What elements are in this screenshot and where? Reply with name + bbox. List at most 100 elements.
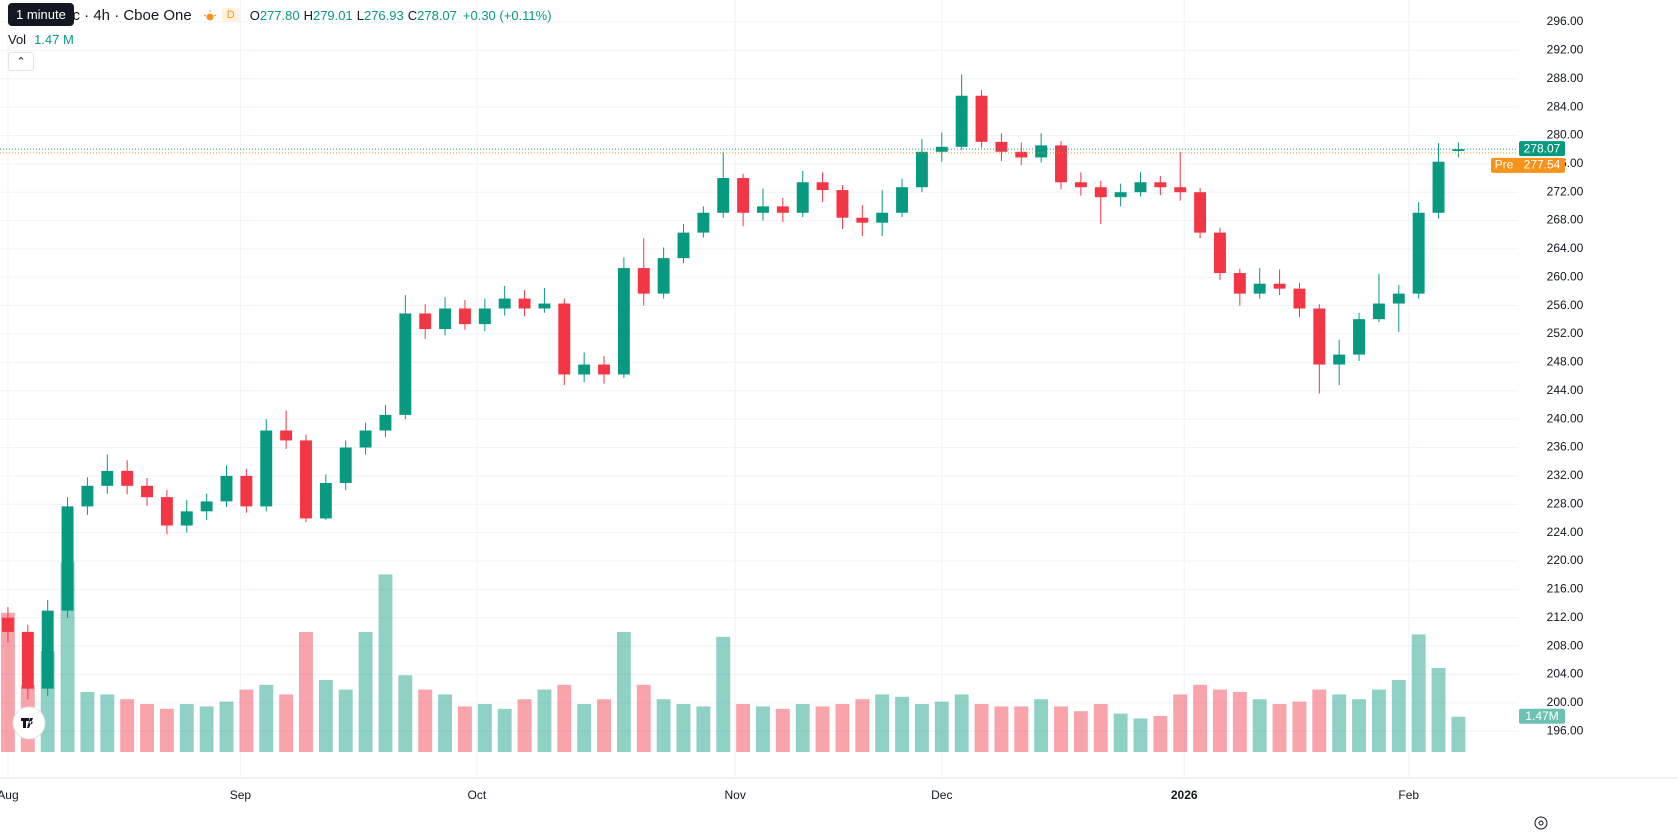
interval-badge[interactable]: D: [221, 8, 240, 22]
y-tick-label: 292.00: [1547, 43, 1584, 57]
candle-body: [61, 506, 74, 611]
y-tick-label: 284.00: [1547, 99, 1584, 113]
candle-body: [280, 430, 293, 441]
volume-bar: [895, 696, 910, 752]
pre-badge: [1491, 157, 1565, 173]
candle-body: [796, 182, 809, 213]
x-tick-label: Dec: [931, 788, 952, 802]
open-label: O: [249, 7, 260, 23]
candle-body: [757, 206, 769, 213]
y-tick-label: 220.00: [1547, 553, 1584, 567]
candle-body: [1333, 354, 1346, 365]
candle-body: [558, 303, 571, 375]
y-tick-label: 264.00: [1547, 241, 1584, 255]
volume-bar: [835, 704, 850, 752]
candle-body: [657, 258, 670, 294]
candle-body: [856, 217, 869, 223]
symbol: Inc · 4h · Cboe One: [60, 6, 192, 24]
candle-body: [359, 430, 372, 448]
volume-bar: [914, 704, 929, 752]
candle-body: [717, 178, 730, 213]
y-tick-label: 288.00: [1547, 71, 1584, 85]
y-tick-label: 272.00: [1547, 184, 1584, 198]
candle-body: [319, 482, 332, 519]
last-price-label: 278.07: [1524, 141, 1561, 155]
logo[interactable]: [12, 706, 46, 740]
change: +0.30 (+0.11%): [462, 7, 552, 23]
low-label: L: [356, 7, 364, 23]
volume-bar: [0, 612, 15, 752]
candle-body: [1134, 182, 1147, 193]
volume-bar: [457, 706, 472, 752]
y-tick-label: 212.00: [1547, 610, 1584, 624]
volume-bar: [1213, 689, 1227, 752]
last-price-badge: [1519, 141, 1565, 157]
volume-bar: [974, 704, 989, 752]
volume-bar: [1391, 680, 1406, 752]
candle-body: [1293, 288, 1306, 309]
y-tick-label: 200.00: [1547, 695, 1584, 709]
volume-bar: [1252, 699, 1267, 752]
close-label: C: [407, 7, 418, 23]
x-tick-label: Sep: [230, 788, 252, 802]
candle-body: [1015, 151, 1028, 158]
volume-bar: [1332, 694, 1347, 752]
volume-bar: [875, 694, 890, 752]
candle-body: [995, 141, 1008, 152]
candle-body: [339, 447, 352, 483]
volume-bar: [1113, 713, 1128, 752]
y-tick-label: 204.00: [1547, 667, 1584, 681]
volume-bar: [557, 684, 572, 752]
volume-bar: [636, 684, 651, 752]
open-value: 277.80: [259, 7, 300, 23]
volume-bar: [1312, 689, 1327, 752]
x-tick-label: 2026: [1171, 788, 1198, 802]
volume-bar: [577, 704, 592, 752]
candle-body: [478, 308, 491, 325]
volume-bar: [219, 701, 234, 752]
candle-body: [1154, 182, 1167, 188]
volume-bar: [517, 699, 532, 752]
collapse-button[interactable]: ⌃: [8, 52, 34, 71]
volume-bar: [1352, 699, 1367, 752]
candle-body: [1412, 212, 1425, 294]
volume-bar: [1451, 716, 1466, 752]
volume-bar: [855, 699, 870, 752]
y-tick-label: 248.00: [1547, 355, 1584, 369]
candle-body: [101, 470, 114, 486]
volume-bar: [676, 704, 691, 752]
candle-body: [1273, 283, 1286, 289]
candle-body: [160, 497, 173, 526]
volume-bar: [1411, 634, 1426, 752]
x-tick-label: Feb: [1398, 788, 1419, 802]
volume-bar: [1232, 692, 1247, 752]
candle-body: [955, 95, 968, 147]
candle-body: [935, 146, 948, 152]
candle-body: [876, 212, 889, 223]
y-tick-label: 296.00: [1547, 14, 1584, 28]
settings-icon[interactable]: [1532, 814, 1550, 832]
y-tick-label: 244.00: [1547, 383, 1584, 397]
volume-legend: Vol 1.47 M: [8, 24, 74, 54]
candle-body: [1392, 293, 1405, 304]
volume-bar: [1272, 704, 1287, 752]
volume-bar: [1054, 706, 1068, 752]
y-tick-label: 236.00: [1547, 440, 1584, 454]
volume-bar: [179, 704, 194, 752]
volume-bar: [159, 708, 174, 752]
candle-body: [518, 298, 531, 309]
candle-body: [498, 298, 511, 309]
volume-bar: [299, 632, 313, 752]
y-tick-label: 224.00: [1547, 525, 1584, 539]
x-tick-label: Oct: [468, 788, 487, 802]
volume-bar: [477, 704, 492, 752]
candle-body: [240, 475, 253, 507]
volume-bar: [318, 680, 333, 752]
candle-body: [896, 187, 909, 213]
candle-body: [260, 430, 273, 507]
volume-bar: [775, 708, 790, 752]
candle-body: [1313, 308, 1326, 365]
volume-bar: [438, 694, 453, 752]
candle-body: [598, 364, 610, 375]
